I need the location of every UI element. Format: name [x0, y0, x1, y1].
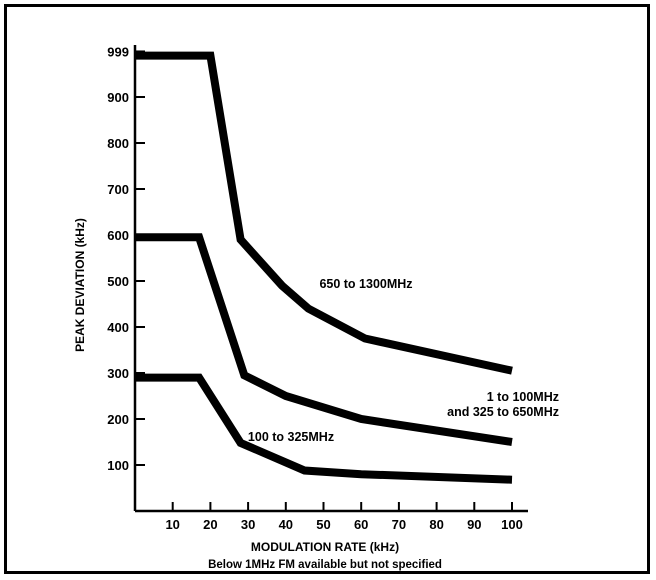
series-label-1: 650 to 1300MHz: [319, 277, 412, 291]
x-tick-label: 80: [429, 517, 443, 532]
x-tick-label: 50: [316, 517, 330, 532]
series-line-1: [135, 51, 513, 375]
x-tick-label: 90: [467, 517, 481, 532]
series-line-2: [135, 233, 513, 446]
y-tick-label: 900: [107, 90, 129, 105]
y-tick-label: 999: [107, 44, 129, 59]
y-tick-label: 400: [107, 320, 129, 335]
x-tick-label: 10: [165, 517, 179, 532]
x-tick-label: 100: [501, 517, 523, 532]
x-tick-label: 70: [392, 517, 406, 532]
series-label-3: 100 to 325MHz: [248, 430, 334, 444]
series-line-3: [135, 373, 513, 484]
x-tick-label: 20: [203, 517, 217, 532]
chart-frame: [4, 4, 650, 574]
x-tick-label: 30: [241, 517, 255, 532]
x-tick-label: 40: [279, 517, 293, 532]
y-tick-label: 500: [107, 274, 129, 289]
y-tick-label: 800: [107, 136, 129, 151]
x-tick-label: 60: [354, 517, 368, 532]
y-tick-label: 100: [107, 458, 129, 473]
y-tick-label: 700: [107, 182, 129, 197]
chart-footnote: Below 1MHz FM available but not specifie…: [208, 559, 442, 571]
series-label-2: 1 to 100MHz: [487, 390, 559, 404]
x-axis-title: MODULATION RATE (kHz): [251, 540, 399, 554]
y-tick-label: 600: [107, 228, 129, 243]
y-tick-label: 200: [107, 412, 129, 427]
y-tick-label: 300: [107, 366, 129, 381]
series-label-2: and 325 to 650MHz: [447, 405, 559, 419]
y-axis-title: PEAK DEVIATION (kHz): [73, 218, 87, 352]
